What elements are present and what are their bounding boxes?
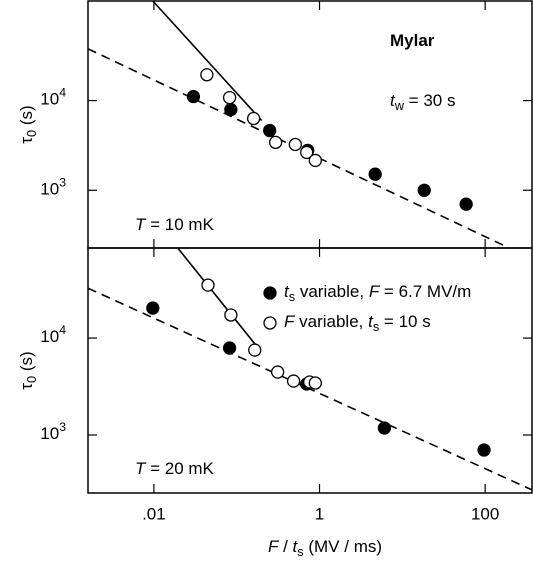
tick-exponent: 4 (59, 323, 66, 337)
text-part: = 6.7 MV/m (379, 282, 471, 301)
text-part: (s) (17, 105, 36, 130)
data-point (368, 167, 382, 181)
annotation: Mylar (390, 31, 435, 50)
text-part: t (284, 282, 290, 301)
text-part: t (390, 91, 396, 110)
text-part: t (293, 537, 299, 556)
data-point (308, 376, 322, 390)
text-part: t (368, 312, 374, 331)
data-point (222, 341, 237, 355)
legend-label: ts variable, F = 6.7 MV/m (284, 282, 471, 304)
data-point (222, 90, 237, 105)
text-part: (MV / ms) (304, 537, 382, 556)
data-point (377, 421, 392, 435)
legend-marker (263, 316, 277, 330)
data-point (201, 278, 215, 292)
text-part: variable, (295, 282, 369, 301)
text-part: τ (17, 383, 36, 390)
data-point (224, 102, 238, 117)
y-tick-label: 103 (40, 175, 66, 198)
text-part: / (278, 537, 292, 556)
data-point (270, 365, 285, 379)
data-point (146, 301, 160, 315)
text-part: = 10 mK (145, 215, 214, 234)
tick-exponent: 3 (59, 420, 66, 434)
text-part: s (289, 289, 295, 304)
annotation: T = 20 mK (135, 459, 215, 478)
text-part: F (284, 312, 296, 331)
text-part: w (394, 98, 405, 113)
plot-frame (87, 0, 533, 249)
data-point (308, 153, 322, 168)
data-point (459, 197, 473, 211)
x-tick-label: .01 (142, 504, 166, 523)
legend-label: F variable, ts = 10 s (284, 312, 431, 334)
x-tick-label: 1 (315, 504, 324, 523)
text-part: τ (17, 137, 36, 144)
annotation: tw = 30 s (390, 91, 455, 113)
text-part: 0 (24, 130, 39, 137)
annotation: T = 10 mK (135, 215, 215, 234)
data-point (186, 89, 201, 104)
x-axis-label: F / ts (MV / ms) (268, 537, 382, 559)
data-point (248, 343, 262, 357)
text-part: s (297, 544, 303, 559)
tick-exponent: 3 (59, 175, 66, 189)
text-part: F (369, 282, 381, 301)
plot-frame (87, 247, 533, 494)
tick-base: 10 (40, 90, 59, 109)
data-point (288, 137, 302, 152)
y-tick-label: 104 (40, 323, 66, 346)
y-tick-label: 103 (40, 420, 66, 443)
tick-exponent: 4 (59, 86, 66, 100)
text-part: = 10 s (379, 312, 431, 331)
tick-base: 10 (40, 424, 59, 443)
tick-base: 10 (40, 328, 59, 347)
text-part: 0 (24, 376, 39, 383)
text-part: T (135, 459, 147, 478)
text-part: = 20 mK (145, 459, 214, 478)
tick-base: 10 (40, 180, 59, 199)
data-point (477, 443, 491, 457)
y-axis-label: τ0 (s) (17, 105, 39, 143)
y-axis-label: τ0 (s) (17, 351, 39, 389)
x-tick-label: 100 (471, 504, 499, 523)
data-point (200, 68, 214, 82)
data-point (300, 145, 314, 160)
y-tick-label: 104 (40, 86, 66, 109)
text-part: (s) (17, 351, 36, 376)
fit-line (177, 248, 257, 346)
data-point (263, 123, 277, 138)
text-part: variable, (294, 312, 368, 331)
text-part: F (268, 537, 280, 556)
data-point (286, 374, 301, 388)
text-part: T (135, 215, 147, 234)
data-point (246, 111, 261, 126)
data-point (417, 183, 431, 197)
legend-marker (263, 286, 277, 300)
text-part: = 30 s (404, 91, 456, 110)
data-point (224, 308, 238, 322)
fit-line (152, 1, 263, 122)
text-part: s (373, 319, 379, 334)
text-part: Mylar (390, 31, 435, 50)
data-point (268, 135, 283, 150)
